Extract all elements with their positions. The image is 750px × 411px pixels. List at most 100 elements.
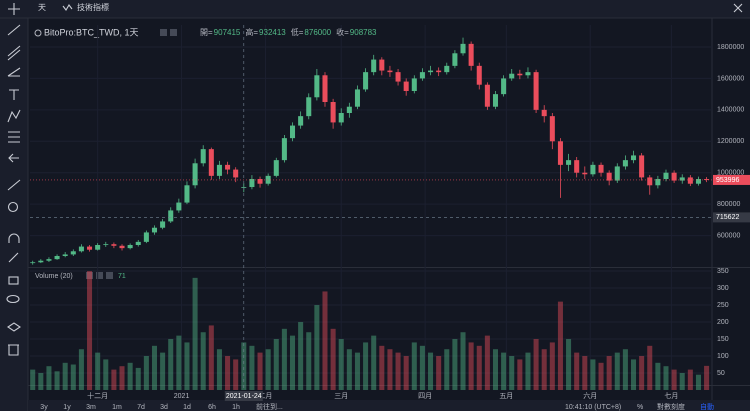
- volume-bar: [289, 335, 296, 390]
- y-tick-label: 1400000: [717, 107, 744, 114]
- x-tick-label: 六月: [583, 391, 597, 400]
- indicator-icon[interactable]: [62, 4, 73, 11]
- volume-bar: [630, 359, 637, 390]
- y-tick-label: 1000000: [717, 170, 744, 177]
- volume-bar: [517, 359, 523, 390]
- volume-bar: [225, 356, 231, 390]
- volume-bar: [484, 335, 490, 390]
- tool-icons[interactable]: [6, 3, 743, 356]
- percent-button[interactable]: %: [637, 404, 643, 411]
- candle-body: [484, 84, 490, 107]
- measure-tool[interactable]: [7, 179, 21, 191]
- volume-bar: [322, 291, 328, 390]
- crosshair-price: 715622: [716, 214, 739, 221]
- candle-body: [598, 164, 604, 173]
- volume-bar: [606, 356, 612, 390]
- volume-bar: [95, 352, 101, 390]
- range-button[interactable]: 3d: [160, 404, 168, 411]
- magnet-tool[interactable]: [8, 233, 20, 243]
- range-button[interactable]: 3m: [86, 404, 96, 411]
- candle-body: [289, 125, 296, 139]
- candle-body: [87, 246, 93, 250]
- volume-bar: [127, 362, 133, 390]
- candle-body: [566, 160, 572, 165]
- close-icon[interactable]: [170, 29, 177, 36]
- fullscreen[interactable]: [733, 3, 743, 13]
- legend-label: 高=: [245, 27, 258, 37]
- volume-bar: [160, 352, 166, 390]
- y-tick-label: 600000: [717, 232, 740, 239]
- range-button[interactable]: 3y: [40, 404, 48, 411]
- volume-bar: [704, 365, 710, 390]
- text-tool[interactable]: [9, 89, 19, 100]
- volume-bar: [468, 342, 474, 390]
- volume-bar: [590, 359, 596, 390]
- candle-body: [46, 259, 52, 261]
- indicators-button[interactable]: 技術指標: [77, 2, 109, 12]
- candle-body: [517, 73, 523, 76]
- hide-icon[interactable]: [106, 272, 113, 279]
- volume-tick-label: 50: [717, 370, 725, 377]
- candle-body: [460, 43, 466, 54]
- fib-tool[interactable]: [7, 67, 21, 77]
- channel-tool[interactable]: [7, 45, 21, 61]
- range-button[interactable]: 7d: [137, 404, 145, 411]
- volume-bar: [70, 364, 76, 390]
- x-tick-label: 五月: [499, 392, 513, 400]
- candle-body: [70, 251, 76, 255]
- candle-body: [630, 155, 637, 161]
- log-button[interactable]: 對數刻度: [657, 402, 685, 411]
- volume-bar: [395, 352, 401, 390]
- auto-button[interactable]: 自動: [700, 402, 714, 411]
- volume-bar: [574, 352, 580, 390]
- candle-body: [38, 260, 44, 263]
- volume-bar: [216, 349, 222, 390]
- interval-button[interactable]: 天: [38, 3, 46, 12]
- volume-bar: [419, 345, 425, 390]
- volume-bar: [330, 328, 336, 390]
- pattern-tool[interactable]: [7, 109, 21, 123]
- zoom-tool[interactable]: [7, 201, 19, 213]
- range-button[interactable]: 6h: [208, 404, 216, 411]
- back-tool[interactable]: [8, 153, 19, 163]
- candle-body: [265, 175, 271, 184]
- volume-bar: [557, 301, 563, 390]
- candle-body: [371, 59, 377, 73]
- candle-body: [119, 245, 125, 249]
- x-tick-label: 十二月: [87, 391, 108, 400]
- candle-body: [395, 72, 401, 82]
- candle-body: [614, 166, 620, 181]
- candle-body: [225, 164, 231, 170]
- volume-bar: [281, 328, 287, 390]
- candle-body: [671, 172, 677, 181]
- settings-icon[interactable]: [86, 272, 93, 279]
- delete-tool[interactable]: [8, 344, 19, 356]
- lock-tool[interactable]: [8, 276, 19, 285]
- legend-value: 932413: [259, 28, 286, 37]
- prediction-tool[interactable]: [8, 131, 20, 143]
- candle-body: [468, 43, 474, 66]
- volume-bar: [501, 352, 507, 390]
- range-button[interactable]: 1m: [112, 404, 122, 411]
- range-button[interactable]: 1h: [232, 404, 240, 411]
- range-button[interactable]: 1y: [63, 404, 71, 411]
- crosshair-tool[interactable]: [8, 3, 20, 15]
- volume-tick-label: 250: [717, 302, 729, 309]
- candle-body: [314, 75, 320, 98]
- x-tick-label: 七月: [664, 391, 678, 400]
- candle-body: [695, 179, 701, 184]
- draw-mode[interactable]: [8, 252, 19, 263]
- layers-tool[interactable]: [7, 322, 21, 332]
- x-tick-label: 四月: [418, 392, 432, 400]
- line-tool[interactable]: [7, 24, 21, 36]
- range-button[interactable]: 1d: [183, 404, 191, 411]
- volume-bar: [379, 345, 385, 390]
- legend-value: 907415: [214, 28, 241, 37]
- settings-icon[interactable]: [160, 29, 167, 36]
- close-icon[interactable]: [96, 272, 103, 279]
- visibility-tool[interactable]: [6, 294, 20, 304]
- candle-body: [78, 246, 84, 252]
- bottom-toolbar: [28, 400, 750, 411]
- goto-button[interactable]: 前往到...: [256, 402, 283, 411]
